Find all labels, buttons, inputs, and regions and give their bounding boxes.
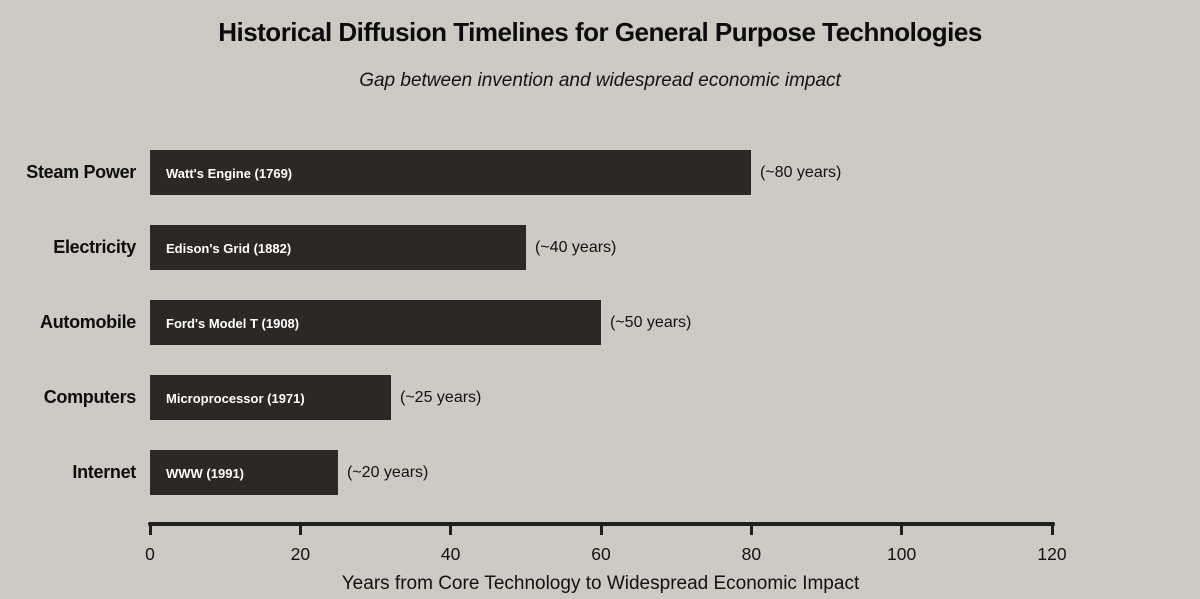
bar-annotation: (~20 years)	[347, 464, 429, 481]
x-axis-tick-label: 120	[1037, 544, 1067, 564]
x-axis-tick-mark	[599, 522, 603, 535]
bar: Edison's Grid (1882)	[150, 225, 526, 270]
category-label: Internet	[72, 462, 136, 482]
category-label: Computers	[43, 387, 137, 407]
bar: Watt's Engine (1769)	[150, 150, 751, 195]
x-axis-tick-label: 0	[145, 544, 155, 564]
x-axis-title: Years from Core Technology to Widespread…	[341, 573, 860, 594]
bar: WWW (1991)	[150, 450, 338, 495]
bar-label: Edison's Grid (1882)	[166, 241, 292, 256]
bar-annotation: (~40 years)	[535, 239, 617, 256]
chart-subtitle: Gap between invention and widespread eco…	[359, 70, 841, 91]
x-axis-tick-label: 40	[440, 544, 461, 564]
x-axis-tick-label: 60	[591, 544, 611, 564]
bar: Microprocessor (1971)	[150, 375, 391, 420]
chart-row: Internet WWW (1991) (~20 years)	[0, 450, 1200, 495]
x-axis-tick-label: 100	[887, 544, 917, 564]
bar-label: Microprocessor (1971)	[166, 391, 305, 406]
x-axis-tick-label: 20	[290, 544, 311, 564]
x-axis-tick-mark	[449, 522, 453, 535]
category-label: Electricity	[53, 237, 136, 257]
category-label: Steam Power	[26, 162, 136, 182]
x-axis-tick-mark	[298, 522, 302, 535]
x-axis-tick-mark	[900, 522, 904, 535]
bar-label: WWW (1991)	[166, 466, 244, 481]
chart-row: Computers Microprocessor (1971) (~25 years…	[0, 375, 1200, 420]
bar-label: Ford's Model T (1908)	[166, 316, 300, 331]
x-axis-tick-mark	[148, 522, 152, 535]
x-axis-tick-label: 80	[741, 544, 762, 564]
chart-title: Historical Diffusion Timelines for Gener…	[218, 17, 982, 47]
bar-annotation: (~80 years)	[760, 164, 842, 181]
chart-row: Electricity Edison's Grid (1882) (~40 year…	[0, 225, 1200, 270]
x-axis-tick-mark	[749, 522, 753, 535]
bar-annotation: (~50 years)	[610, 314, 692, 331]
category-label: Automobile	[40, 312, 136, 332]
bar: Ford's Model T (1908)	[150, 300, 601, 345]
x-axis-tick-mark	[1050, 522, 1054, 535]
bar-annotation: (~25 years)	[400, 389, 482, 406]
chart-row: Automobile Ford's Model T (1908) (~50 year…	[0, 300, 1200, 345]
chart-row: Steam Power Watt's Engine (1769) (~80 year…	[0, 150, 1200, 195]
bar-label: Watt's Engine (1769)	[166, 166, 293, 181]
